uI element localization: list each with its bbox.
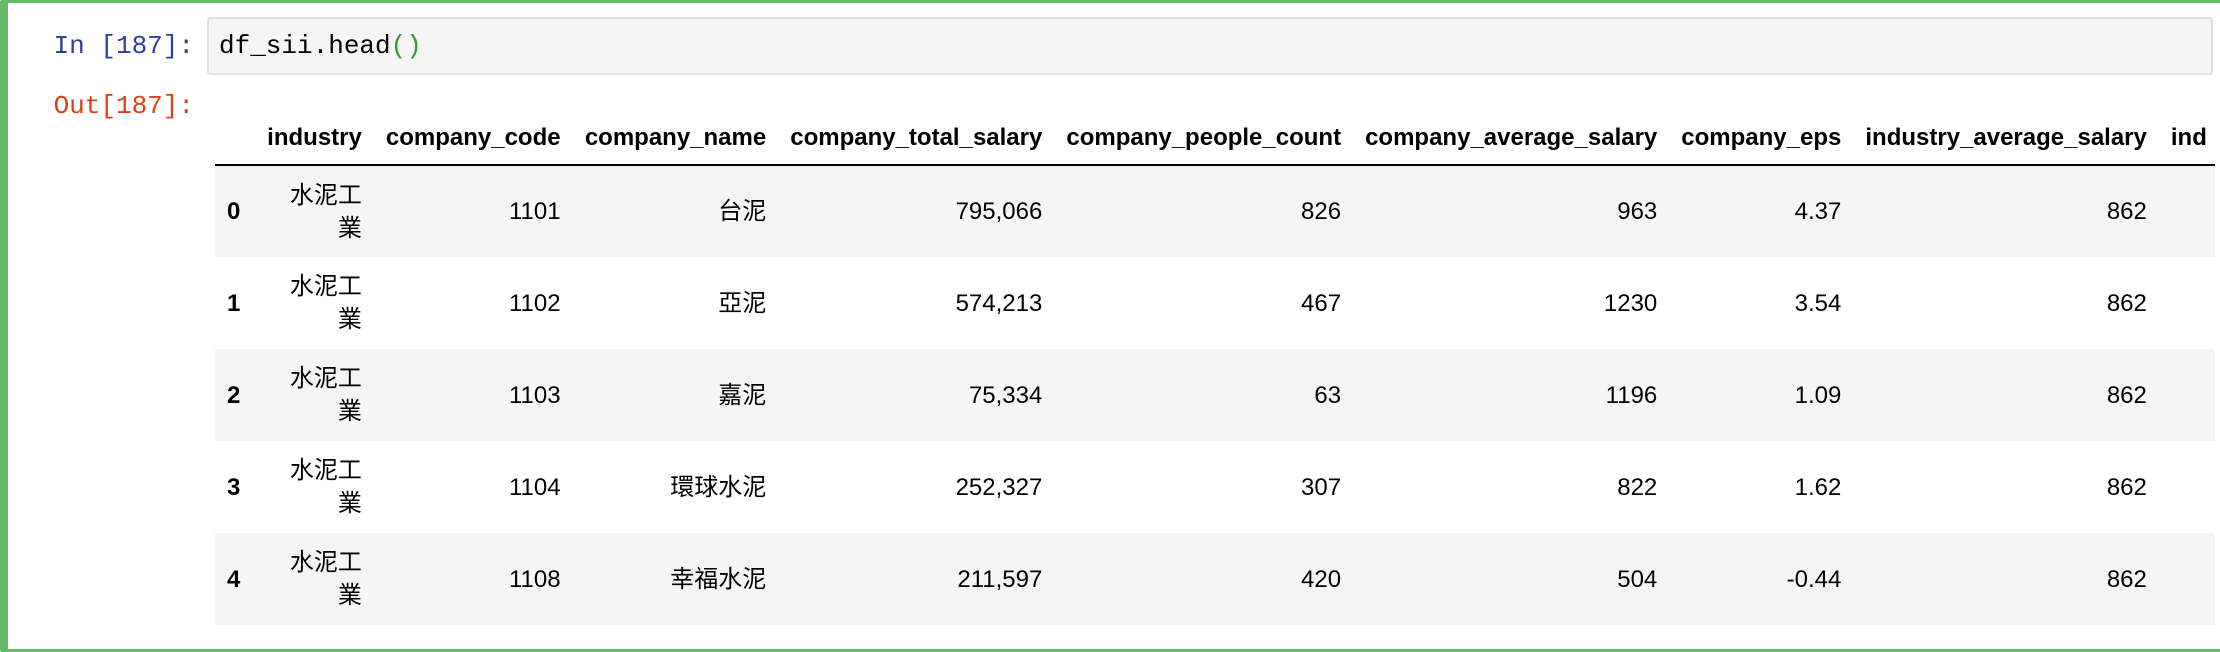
cell-company-name: 嘉泥 [718,381,767,409]
header-index [215,111,256,166]
cell-truncated [2159,349,2215,441]
cell-company-code: 1104 [508,473,561,501]
cell-industry: 水泥工業 [289,365,362,425]
cell-company-eps: -0.44 [1786,565,1842,593]
cell-company-code: 1108 [508,565,561,593]
cell-industry: 水泥工業 [289,457,362,517]
cell-industry-average-salary: 862 [2106,473,2147,501]
cell-company-average-salary: 504 [1617,565,1658,593]
cell-company-average-salary: 963 [1617,198,1658,225]
header-company-code: company_code [373,111,573,166]
cell-company-eps: 4.37 [1794,198,1842,225]
cell-company-people-count: 826 [1301,198,1342,225]
cell-industry: 水泥工業 [289,273,362,333]
header-industry: industry [255,111,374,166]
code-input-area[interactable]: df_sii.head() [207,17,2213,75]
row-index: 0 [227,198,241,225]
cell-company-eps: 1.62 [1794,473,1842,501]
cell-industry: 水泥工業 [289,181,362,242]
cell-company-people-count: 467 [1301,289,1342,317]
header-company-eps: company_eps [1669,111,1854,166]
header-company-people-count: company_people_count [1054,111,1354,166]
cell-truncated [2159,533,2215,625]
cell-company-name: 環球水泥 [670,473,767,501]
cell-company-code: 1102 [508,289,561,317]
header-industry-average-salary: industry_average_salary [1853,111,2159,166]
table-row: 4 水泥工業 1108 幸福水泥 211,597 420 504 -0.44 8… [215,533,2215,625]
cell-company-eps: 3.54 [1794,289,1842,317]
cell-company-total-salary: 75,334 [968,381,1043,409]
row-index: 2 [227,381,241,409]
cell-company-name: 亞泥 [718,289,767,317]
dataframe-table: industry company_code company_name compa… [215,111,2215,625]
cell-company-total-salary: 795,066 [955,198,1043,225]
cell-company-average-salary: 822 [1617,473,1658,501]
table-row: 1 水泥工業 1102 亞泥 574,213 467 1230 3.54 862 [215,257,2215,349]
cell-company-code: 1101 [508,198,561,225]
cell-company-name: 台泥 [718,198,767,225]
table-row: 0 水泥工業 1101 台泥 795,066 826 963 4.37 862 [215,165,2215,257]
table-row: 2 水泥工業 1103 嘉泥 75,334 63 1196 1.09 862 [215,349,2215,441]
cell-company-people-count: 63 [1314,381,1342,409]
code-line[interactable]: df_sii.head() [219,31,422,61]
row-index: 1 [227,289,241,317]
cell-industry-average-salary: 862 [2106,289,2147,317]
header-company-average-salary: company_average_salary [1353,111,1670,166]
output-prompt: Out[187]: [53,91,194,121]
header-row: industry company_code company_name compa… [215,111,2215,166]
input-prompt: In [187]: [53,31,194,61]
header-company-name: company_name [572,111,779,166]
cell-company-people-count: 420 [1301,565,1342,593]
cell-truncated [2159,257,2215,349]
cell-company-total-salary: 211,597 [957,565,1043,593]
cell-company-average-salary: 1230 [1603,289,1658,317]
code-parens: () [390,31,422,61]
cell-industry-average-salary: 862 [2106,565,2147,593]
row-index: 4 [227,565,241,593]
header-company-total-salary: company_total_salary [778,111,1055,166]
cell-company-name: 幸福水泥 [670,565,767,593]
cell-company-people-count: 307 [1301,473,1342,501]
cell-company-average-salary: 1196 [1605,381,1658,409]
cell-industry-average-salary: 862 [2106,381,2147,409]
cell-company-code: 1103 [508,381,561,409]
cell-truncated [2159,441,2215,533]
row-index: 3 [227,473,241,501]
cell-company-total-salary: 574,213 [955,289,1043,317]
cell-company-total-salary: 252,327 [955,473,1043,501]
cell-industry-average-salary: 862 [2106,198,2147,225]
header-truncated-column: ind [2158,111,2215,166]
cell-company-eps: 1.09 [1794,381,1842,409]
code-text: df_sii.head [219,31,391,61]
cell-truncated [2159,165,2215,257]
table-row: 3 水泥工業 1104 環球水泥 252,327 307 822 1.62 86… [215,441,2215,533]
cell-industry: 水泥工業 [289,549,362,609]
output-area: industry company_code company_name compa… [215,111,2215,631]
